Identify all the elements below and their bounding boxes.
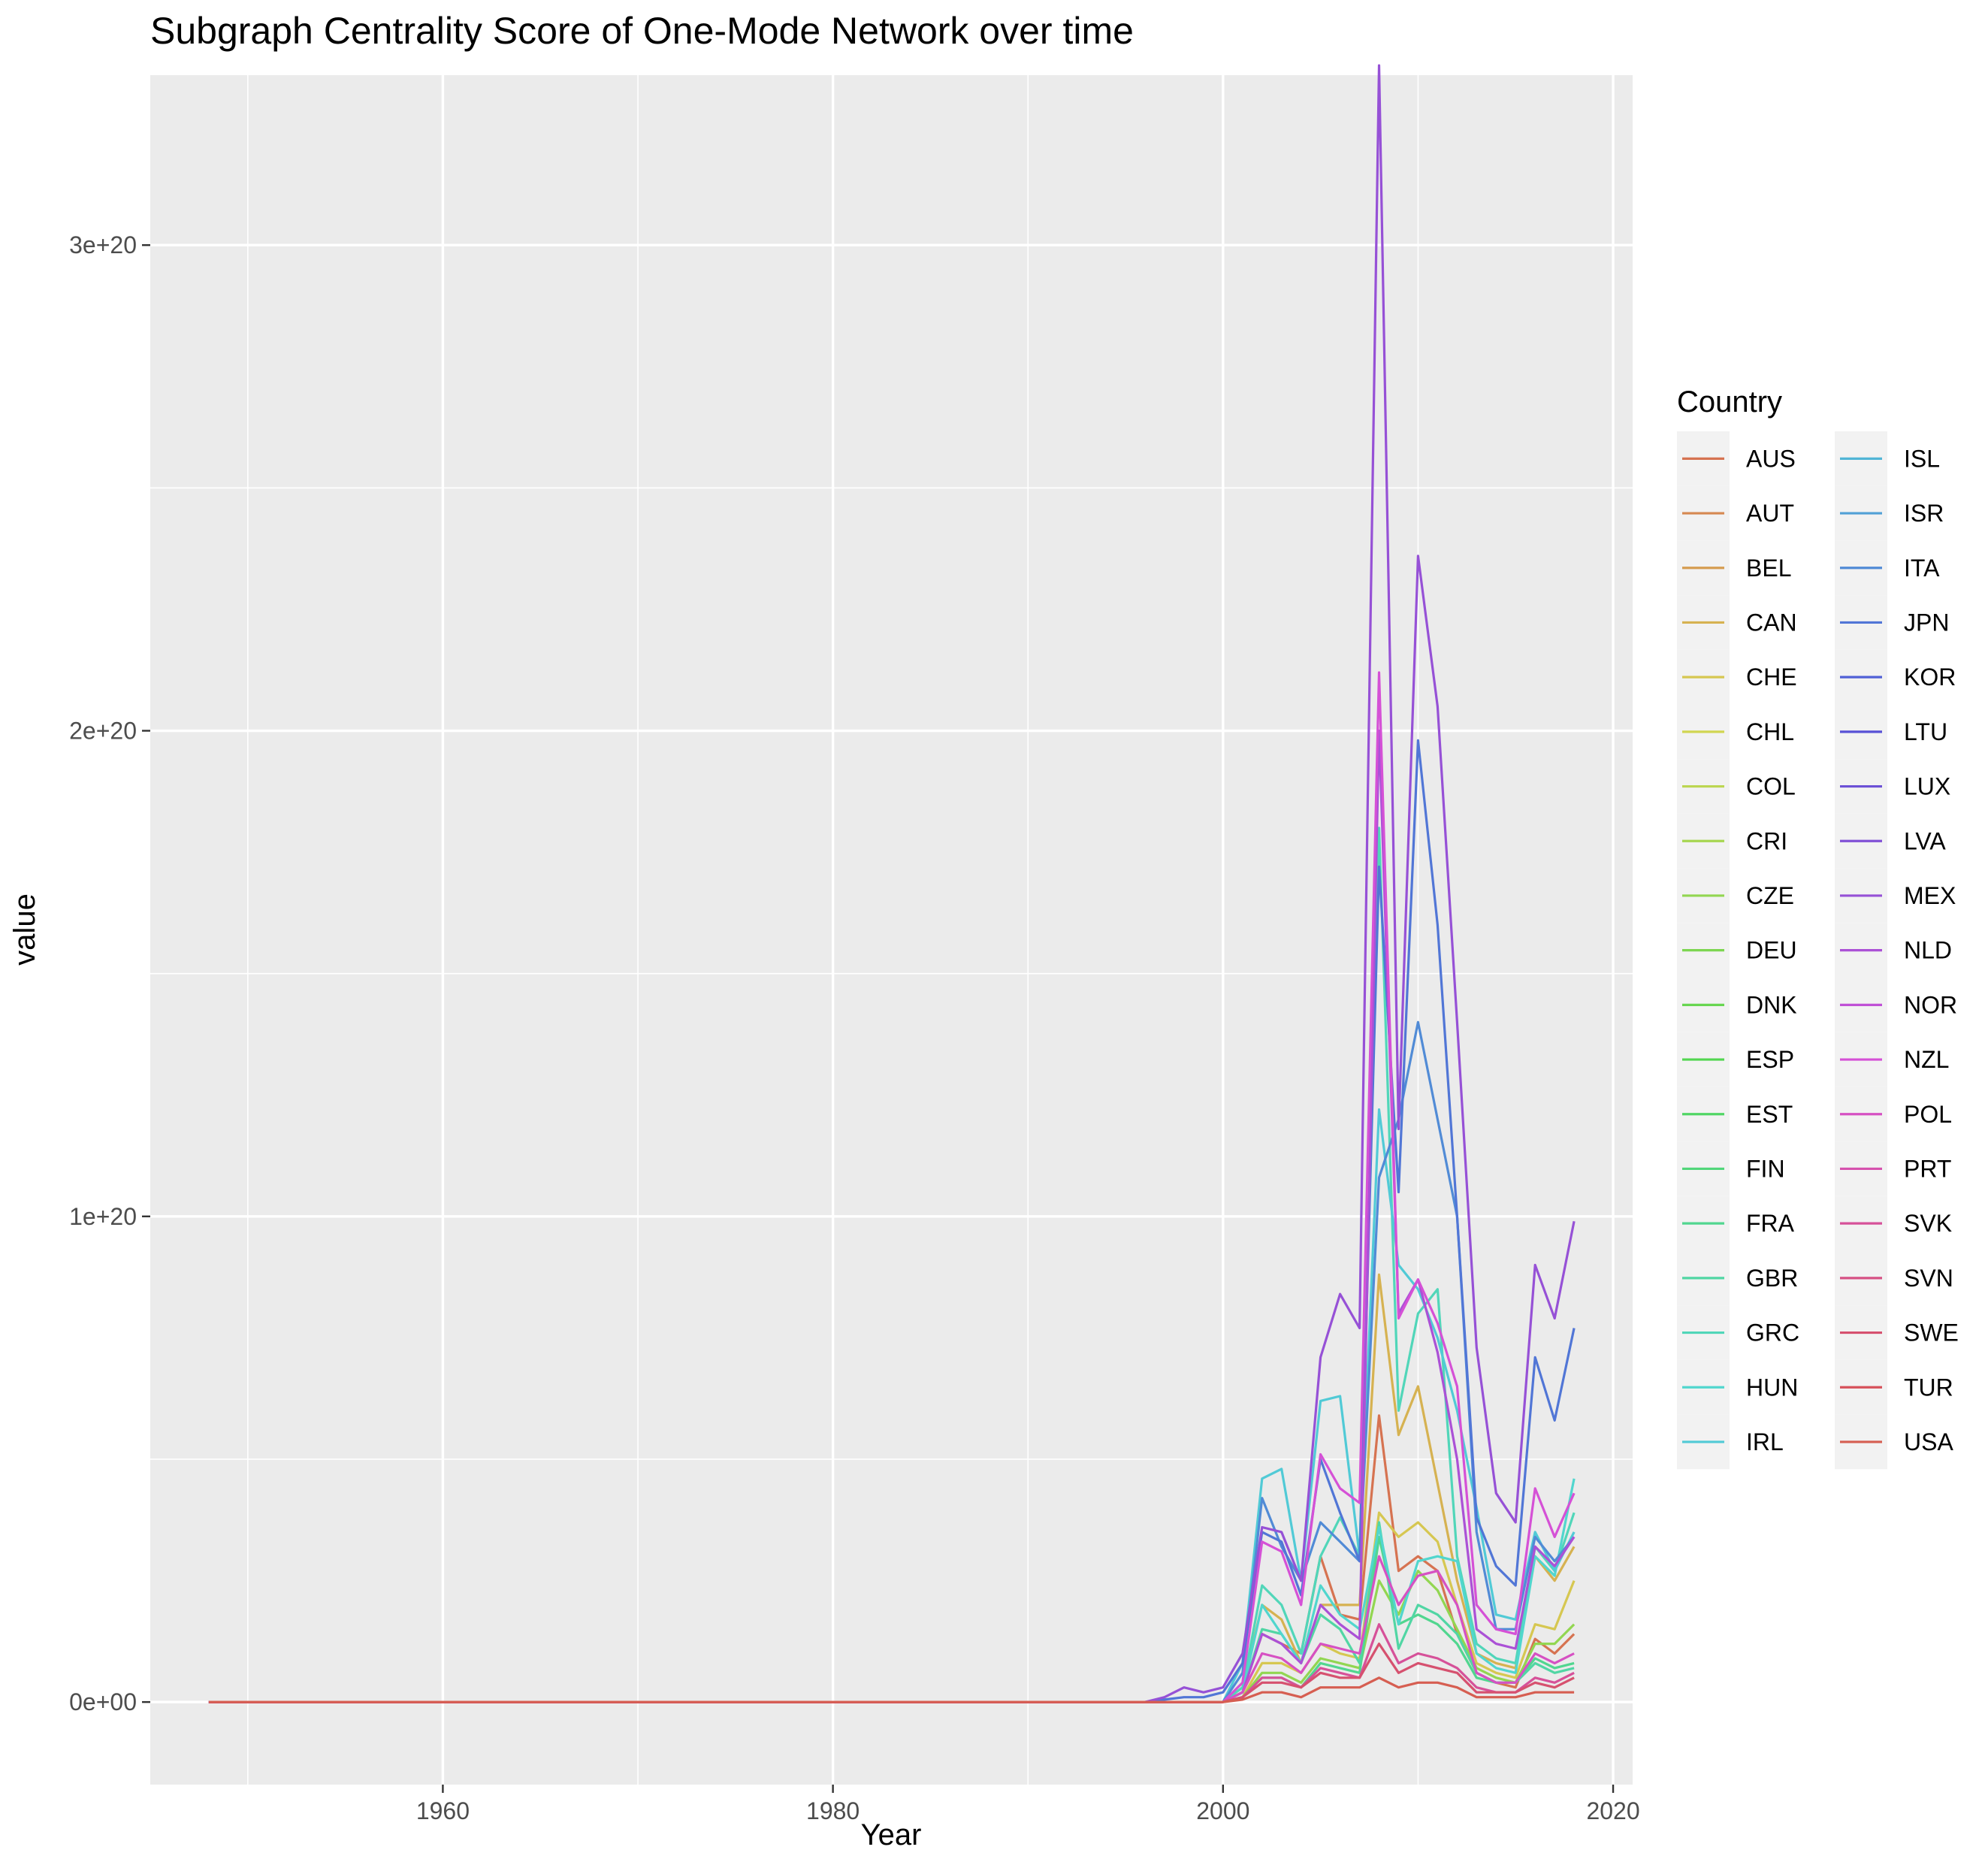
- legend-label: POL: [1904, 1101, 1952, 1128]
- y-tick-label: 2e+20: [69, 718, 137, 745]
- x-tick-label: 2020: [1586, 1797, 1639, 1824]
- grid-minor: [150, 75, 1633, 1785]
- legend-title: Country: [1677, 385, 1782, 419]
- y-tick-label: 1e+20: [69, 1203, 137, 1230]
- legend-label: CAN: [1746, 609, 1797, 636]
- y-axis: 0e+00 1e+20 2e+20 3e+20: [69, 231, 150, 1715]
- legend-label: ISR: [1904, 500, 1944, 527]
- x-tick-label: 1960: [416, 1797, 470, 1824]
- legend-label: LTU: [1904, 718, 1947, 745]
- legend-label: LVA: [1904, 827, 1946, 854]
- legend-label: CZE: [1746, 882, 1794, 909]
- legend-label: ESP: [1746, 1046, 1794, 1073]
- legend-label: CHL: [1746, 718, 1794, 745]
- legend-label: TUR: [1904, 1374, 1953, 1401]
- legend-label: USA: [1904, 1428, 1953, 1455]
- x-tick-label: 2000: [1196, 1797, 1249, 1824]
- series-line-jpn: [208, 739, 1576, 1703]
- series-line-mex: [208, 64, 1576, 1703]
- legend-label: KOR: [1904, 663, 1956, 691]
- legend-label: ITA: [1904, 555, 1940, 582]
- legend-label: DEU: [1746, 937, 1797, 964]
- legend-label: CRI: [1746, 827, 1787, 854]
- legend-label: ISL: [1904, 445, 1940, 472]
- legend-label: GRC: [1746, 1319, 1799, 1347]
- y-tick-label: 0e+00: [69, 1688, 137, 1715]
- legend-label: FRA: [1746, 1210, 1795, 1237]
- legend: Country AUS AUT BEL CAN CHE CHL COL CRI CZE DEU DN…: [1677, 385, 1959, 1470]
- x-tick-label: 1980: [806, 1797, 860, 1824]
- legend-label: GBR: [1746, 1265, 1798, 1292]
- legend-label: SVN: [1904, 1265, 1953, 1292]
- legend-label: JPN: [1904, 609, 1949, 636]
- legend-label: IRL: [1746, 1428, 1784, 1455]
- legend-label: BEL: [1746, 555, 1791, 582]
- legend-label: HUN: [1746, 1374, 1798, 1401]
- legend-label: NZL: [1904, 1046, 1949, 1073]
- legend-label: LUX: [1904, 773, 1950, 800]
- y-axis-label: value: [8, 893, 41, 966]
- legend-label: EST: [1746, 1101, 1793, 1128]
- legend-label: PRT: [1904, 1155, 1951, 1182]
- chart-title: Subgraph Centrality Score of One-Mode Ne…: [150, 10, 1134, 52]
- legend-label: NOR: [1904, 991, 1957, 1018]
- x-axis: 1960 1980 2000 2020: [416, 1785, 1640, 1824]
- legend-label: COL: [1746, 773, 1796, 800]
- legend-label: CHE: [1746, 663, 1797, 691]
- y-tick-label: 3e+20: [69, 231, 137, 258]
- series-layer: [208, 64, 1576, 1703]
- legend-label: FIN: [1746, 1155, 1785, 1182]
- legend-label: MEX: [1904, 882, 1956, 909]
- legend-label: NLD: [1904, 937, 1952, 964]
- legend-label: DNK: [1746, 991, 1797, 1018]
- series-line-usa: [208, 1676, 1575, 1703]
- x-axis-label: Year: [861, 1818, 922, 1851]
- legend-label: AUS: [1746, 445, 1796, 472]
- legend-label: SVK: [1904, 1210, 1952, 1237]
- legend-label: AUT: [1746, 500, 1794, 527]
- legend-label: SWE: [1904, 1319, 1959, 1347]
